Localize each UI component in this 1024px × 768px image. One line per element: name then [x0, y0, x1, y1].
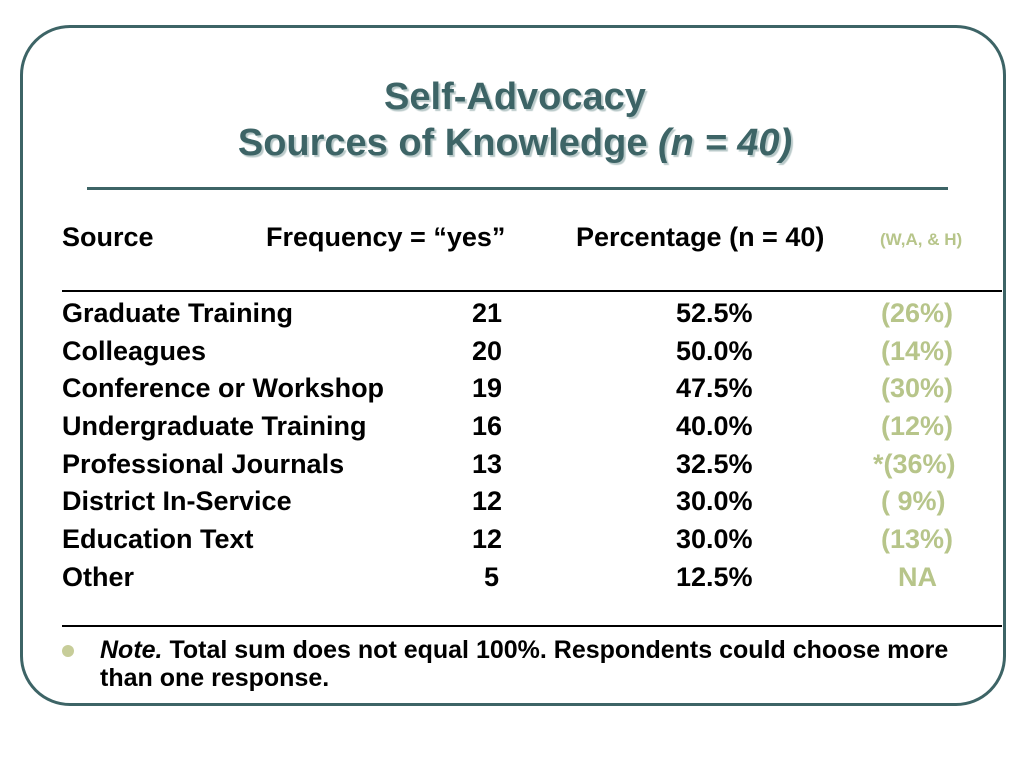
slide-title: Self-Advocacy Sources of Knowledge (n = …	[0, 74, 1024, 166]
row-frequency: 19	[472, 373, 503, 403]
row-frequency: 20	[472, 336, 503, 366]
table-row: Graduate Training 21 52.5% (26%)	[0, 298, 1024, 336]
title-line-2: Sources of Knowledge (n = 40)	[0, 120, 1024, 166]
table-row: Colleagues 20 50.0% (14%)	[0, 336, 1024, 374]
header-source: Source	[62, 222, 154, 252]
row-frequency: 12	[472, 524, 503, 554]
row-frequency: 16	[472, 411, 503, 441]
title-line-1: Self-Advocacy	[384, 76, 646, 118]
row-percentage: 50.0%	[676, 336, 753, 366]
header-rule	[62, 290, 1002, 292]
table-row: Education Text 12 30.0% (13%)	[0, 524, 1024, 562]
row-percentage: 40.0%	[676, 411, 753, 441]
row-percentage: 47.5%	[676, 373, 753, 403]
table-row: Professional Journals 13 32.5% *(36%)	[0, 449, 1024, 487]
row-percentage: 32.5%	[676, 449, 753, 479]
row-comparison: (12%)	[881, 411, 954, 441]
row-comparison: (13%)	[881, 524, 954, 554]
table-row: District In-Service 12 30.0% ( 9%)	[0, 486, 1024, 524]
row-comparison: NA	[898, 562, 937, 592]
row-source: Colleagues	[62, 336, 207, 366]
title-underline	[87, 187, 948, 190]
row-source: District In-Service	[62, 486, 292, 516]
row-source: Conference or Workshop	[62, 373, 385, 403]
row-percentage: 30.0%	[676, 524, 753, 554]
row-source: Graduate Training	[62, 298, 294, 328]
header-frequency: Frequency = “yes”	[266, 222, 506, 252]
row-frequency: 12	[472, 486, 503, 516]
title-sample-size: (n = 40)	[658, 122, 793, 164]
row-comparison: (14%)	[881, 336, 954, 366]
row-source: Other	[62, 562, 135, 592]
table-row: Other 5 12.5% NA	[0, 562, 1024, 600]
row-source: Professional Journals	[62, 449, 345, 479]
note-text: Total sum does not equal 100%. Responden…	[100, 636, 949, 692]
row-frequency: 5	[484, 562, 500, 592]
bullet-icon	[62, 645, 74, 657]
footer-rule	[62, 625, 1002, 627]
row-comparison: ( 9%)	[881, 486, 946, 516]
row-frequency: 13	[472, 449, 503, 479]
table-row: Conference or Workshop 19 47.5% (30%)	[0, 373, 1024, 411]
slide-frame	[20, 25, 1006, 706]
row-source: Education Text	[62, 524, 254, 554]
table-note: Note. Total sum does not equal 100%. Res…	[100, 636, 1000, 692]
row-percentage: 52.5%	[676, 298, 753, 328]
row-frequency: 21	[472, 298, 503, 328]
header-percentage: Percentage (n = 40)	[576, 222, 825, 252]
table-row: Undergraduate Training 16 40.0% (12%)	[0, 411, 1024, 449]
table-header: Source Frequency = “yes” Percentage (n =…	[0, 222, 1024, 260]
row-comparison: (30%)	[881, 373, 954, 403]
header-comparison: (W,A, & H)	[880, 230, 963, 249]
row-percentage: 12.5%	[676, 562, 753, 592]
note-label: Note.	[100, 636, 163, 664]
row-percentage: 30.0%	[676, 486, 753, 516]
row-source: Undergraduate Training	[62, 411, 367, 441]
title-main: Sources of Knowledge	[237, 122, 648, 164]
row-comparison: (26%)	[881, 298, 954, 328]
row-comparison: *(36%)	[873, 449, 956, 479]
